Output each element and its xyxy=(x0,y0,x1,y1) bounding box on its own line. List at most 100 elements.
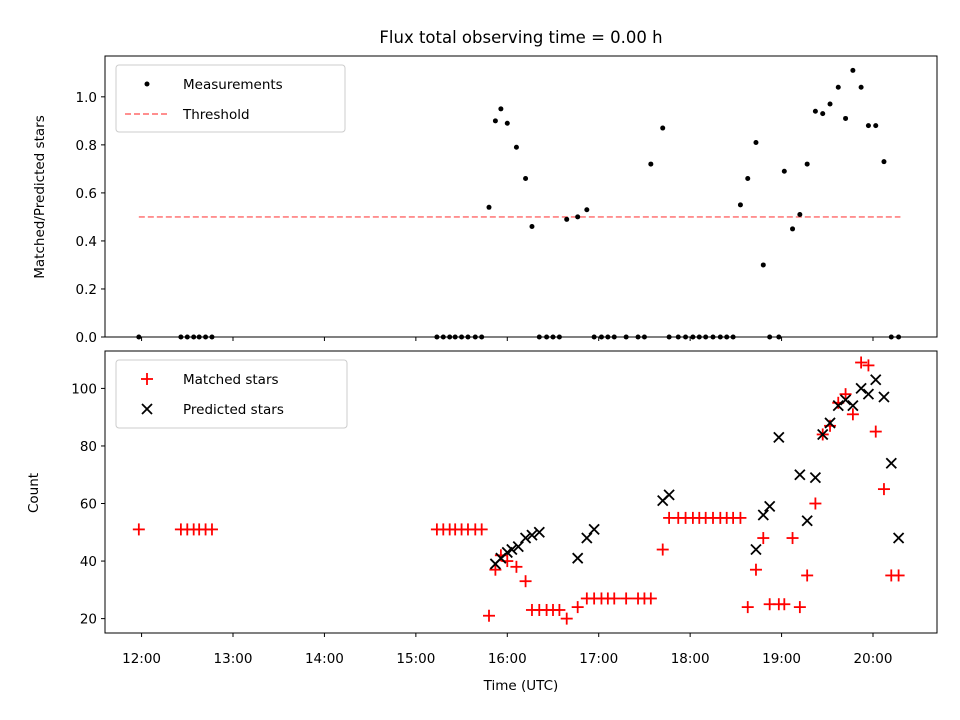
legend-predicted-label: Predicted stars xyxy=(183,402,284,418)
bottom-axes-frame xyxy=(104,350,938,634)
predicted-star-point xyxy=(757,509,769,521)
matched-star-point xyxy=(656,543,669,556)
predicted-point-d2 xyxy=(817,428,829,441)
top-legend: Measurements Threshold xyxy=(115,64,346,133)
predicted-point-d2 xyxy=(572,552,584,564)
matched-star-point xyxy=(483,609,495,622)
matched-star-point xyxy=(475,523,488,536)
matched-star-point xyxy=(786,532,799,545)
top-legend-box xyxy=(115,64,346,133)
bottom-legend-box xyxy=(115,359,348,429)
predicted-point-d2 xyxy=(663,489,675,501)
bottom-y-axis-label: Count xyxy=(26,473,42,513)
matched-star-point xyxy=(519,575,532,588)
top-panel: 0.0 0.2 0.4 0.6 0.8 1.0 Matched/Predicted sta… xyxy=(32,55,938,346)
measurement-point xyxy=(504,120,510,126)
matched-star-point xyxy=(862,359,875,372)
bottom-y-tick-label: 100 xyxy=(71,381,97,397)
matched-star-point xyxy=(855,356,868,369)
predicted-star-point xyxy=(855,382,867,395)
measurement-point xyxy=(835,84,841,90)
top-y-tick-label: 0.0 xyxy=(76,330,97,346)
measurement-point xyxy=(575,214,581,220)
predicted-point-d2 xyxy=(885,457,897,469)
predicted-point-d2 xyxy=(588,523,600,536)
matched-star-point xyxy=(620,592,633,605)
top-y-tick-label: 0.6 xyxy=(76,186,97,202)
predicted-point-d2 xyxy=(526,529,538,541)
measurement-point xyxy=(790,226,796,232)
measurement-point xyxy=(737,202,743,208)
matched-star-point xyxy=(510,560,523,573)
predicted-star-point xyxy=(506,543,518,556)
predicted-star-point xyxy=(885,457,897,469)
matched-star-point xyxy=(205,523,218,536)
measurement-point xyxy=(745,175,751,181)
bottom-x-tick-label: 15:00 xyxy=(396,651,435,667)
measurement-point xyxy=(584,207,590,213)
predicted-point-d2 xyxy=(862,388,875,400)
matched-star-point xyxy=(801,569,814,582)
matched-star-point xyxy=(734,511,747,524)
predicted-point-d2 xyxy=(794,469,806,481)
predicted-point-d2 xyxy=(870,374,882,386)
measurement-point xyxy=(513,144,519,150)
matched-star-point xyxy=(869,425,882,438)
measurement-point xyxy=(797,212,803,218)
bottom-x-tick-label: 16:00 xyxy=(488,651,527,667)
predicted-star-point xyxy=(847,400,859,412)
x-axis-label: Time (UTC) xyxy=(483,678,559,694)
measurement-point xyxy=(753,139,759,145)
legend-measurements-label: Measurements xyxy=(183,77,283,93)
measurement-point xyxy=(850,67,856,73)
measurement-point xyxy=(865,123,871,129)
predicted-point-d2 xyxy=(750,543,762,556)
matched-star-point xyxy=(741,601,754,614)
measurement-point xyxy=(858,84,864,90)
measurement-point xyxy=(812,108,818,114)
predicted-point-d2 xyxy=(809,471,822,484)
matched-star-point xyxy=(489,563,502,576)
matched-star-point xyxy=(571,601,584,614)
predicted-point-d2 xyxy=(512,541,524,553)
bottom-x-tick-label: 14:00 xyxy=(305,651,344,667)
bottom-x-tick-label: 19:00 xyxy=(762,651,801,667)
matched-star-point xyxy=(793,601,806,614)
measurement-point xyxy=(498,106,504,112)
predicted-point-d2 xyxy=(855,382,867,395)
legend-matched-label: Matched stars xyxy=(183,372,279,388)
top-y-tick-label: 0.2 xyxy=(76,282,97,298)
bottom-x-tick-label: 12:00 xyxy=(122,651,161,667)
bottom-x-tick-label: 18:00 xyxy=(671,651,710,667)
predicted-point-d2 xyxy=(764,500,776,513)
measurement-point xyxy=(873,123,879,129)
bottom-panel: 20 40 60 80 100 12:00 13:00 14:00 15:00 16:00 17:… xyxy=(26,350,938,694)
measurement-point xyxy=(492,118,498,124)
measurement-point xyxy=(523,175,529,181)
predicted-star-point xyxy=(572,552,584,564)
matched-star-point xyxy=(778,598,791,611)
predicted-star-point xyxy=(764,500,776,513)
measurement-point xyxy=(804,161,810,167)
measurement-point xyxy=(486,204,492,210)
predicted-star-point xyxy=(773,431,785,443)
predicted-star-point xyxy=(839,394,852,406)
matched-star-point xyxy=(757,532,770,545)
matched-star-point xyxy=(132,523,145,536)
predicted-point-d2 xyxy=(847,400,859,412)
measurement-point xyxy=(564,216,570,222)
bottom-x-tick-label: 17:00 xyxy=(579,651,618,667)
matched-star-point xyxy=(608,592,621,605)
predicted-star-point xyxy=(809,471,822,484)
matched-star-point xyxy=(892,569,905,582)
matched-star-point xyxy=(553,603,566,616)
measurement-point xyxy=(660,125,666,131)
predicted-star-point xyxy=(526,529,538,541)
bottom-x-tick-label: 13:00 xyxy=(214,651,253,667)
predicted-point-d2 xyxy=(581,532,593,544)
bottom-y-tick-label: 60 xyxy=(80,497,97,513)
measurement-point xyxy=(843,115,849,121)
matched-star-point xyxy=(809,497,822,510)
top-y-axis-label: Matched/Predicted stars xyxy=(32,115,48,278)
predicted-star-point xyxy=(824,417,836,429)
